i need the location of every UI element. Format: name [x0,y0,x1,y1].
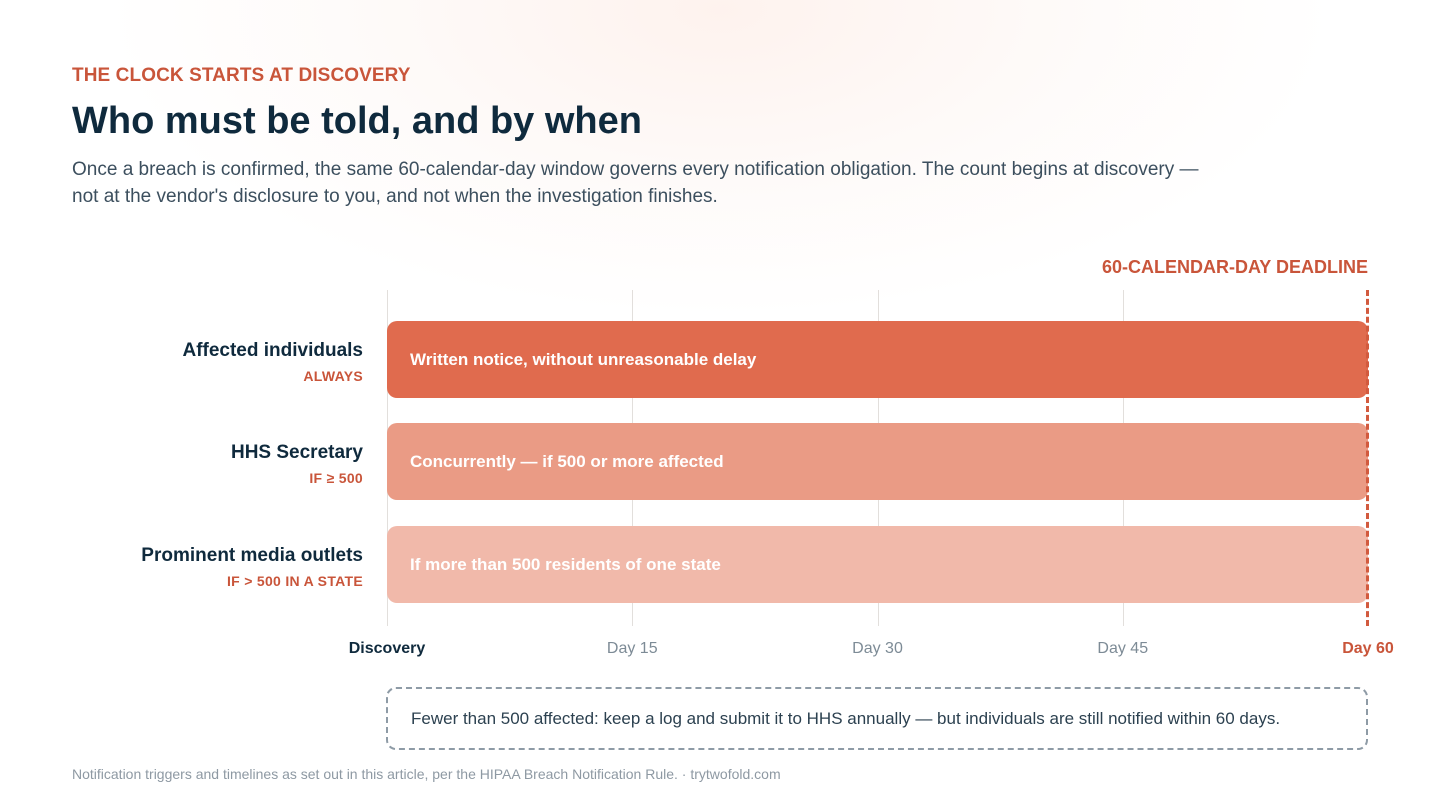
x-tick-label: Day 45 [1097,640,1149,657]
recipient-name: HHS Secretary [230,442,363,463]
page-title: Who must be told, and by when [72,100,642,142]
recipient-name: Affected individuals [182,340,363,361]
eyebrow: THE CLOCK STARTS AT DISCOVERY [72,65,411,86]
recipient-condition: ALWAYS [303,368,363,384]
row-label: Prominent media outlets IF > 500 IN A STA… [60,545,363,589]
recipient-name: Prominent media outlets [141,545,363,566]
page-subtitle: Once a breach is confirmed, the same 60-… [72,159,1199,207]
deadline-line [1366,290,1369,626]
timeline-bar: Written notice, without unreasonable del… [387,321,1368,398]
x-tick-label: Day 60 [1342,640,1394,657]
x-tick-label: Day 30 [852,640,903,657]
x-tick-label: Day 15 [606,640,658,657]
row-label: HHS Secretary IF ≥ 500 [60,442,363,486]
footer-note: Notification triggers and timelines as s… [72,766,781,782]
deadline-label: 60-CALENDAR-DAY DEADLINE [1101,257,1368,277]
row-label: Affected individuals ALWAYS [60,340,363,384]
recipient-condition: IF ≥ 500 [309,470,363,486]
recipient-condition: IF > 500 IN A STATE [226,573,363,589]
bar-label: If more than 500 residents of one state [410,554,721,574]
bar-label: Concurrently — if 500 or more affected [410,451,724,471]
bar-label: Written notice, without unreasonable del… [410,349,757,369]
x-tick-label: Discovery [348,640,426,657]
small-breach-callout: Fewer than 500 affected: keep a log and … [386,687,1368,750]
timeline-bar: If more than 500 residents of one state [387,526,1368,603]
timeline-bar: Concurrently — if 500 or more affected [387,423,1368,500]
